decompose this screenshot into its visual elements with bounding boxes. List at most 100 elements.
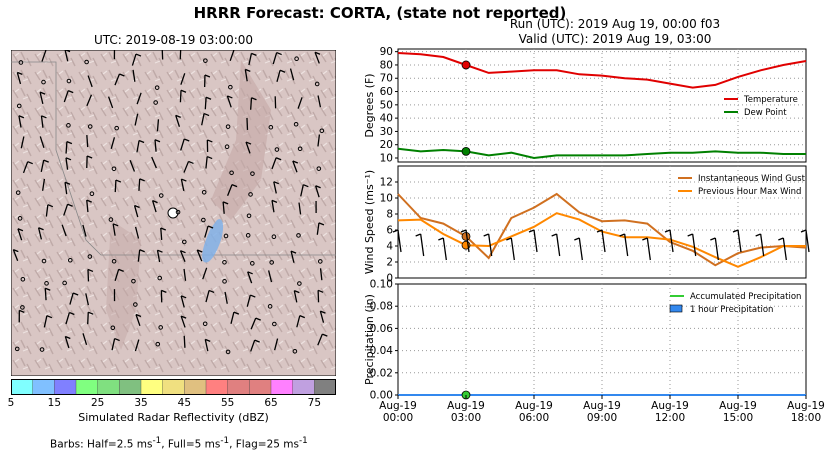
calm-wind-marker — [267, 304, 273, 309]
wind-barb — [578, 237, 583, 261]
wind-barb — [317, 333, 323, 346]
wind-barb-feather — [46, 315, 53, 319]
calm-wind-marker — [155, 341, 161, 347]
wind-barb-feather — [317, 289, 324, 293]
wind-barb-feather — [233, 311, 240, 315]
wind-barb — [244, 69, 248, 82]
wind-barb — [87, 75, 93, 88]
wind-barb — [180, 295, 185, 308]
wind-barb-feather — [88, 311, 94, 315]
calm-wind-marker — [39, 347, 45, 352]
barb-note-part-2: , Full=5 ms — [161, 438, 221, 451]
calm-wind-marker — [87, 124, 93, 129]
wind-barb-feather — [245, 141, 252, 145]
wind-barb-feather — [114, 337, 120, 342]
wind-barb — [131, 53, 137, 66]
wind-barb — [222, 201, 225, 214]
colorbar-tick-label: 5 — [7, 397, 15, 409]
wind-barb — [82, 224, 87, 237]
wind-barb-feather — [39, 91, 46, 95]
calm-wind-marker — [201, 217, 206, 223]
wind-barb-feather — [181, 178, 187, 182]
wind-barb-feather — [183, 138, 190, 142]
y-tick-label: 4 — [386, 241, 393, 253]
calm-wind-marker — [314, 81, 320, 87]
calm-wind-marker — [15, 190, 21, 195]
wind-barb — [44, 288, 47, 301]
wind-barb — [180, 315, 186, 328]
wind-barb-feather — [17, 228, 24, 232]
wind-barb — [293, 290, 298, 303]
wind-barb-feather — [180, 295, 187, 299]
wind-barb — [114, 180, 117, 193]
calm-wind-marker — [201, 189, 207, 195]
wind-barb-feather — [43, 159, 49, 163]
wind-barb-feather — [271, 199, 278, 204]
wind-barb-feather — [38, 227, 44, 231]
wind-barb — [156, 119, 160, 132]
barb-legend-note: Barbs: Half=2.5 ms-1, Full=5 ms-1, Flag=… — [50, 436, 308, 451]
calm-wind-marker — [296, 233, 301, 238]
x-tick-label-time: 12:00 — [655, 412, 685, 424]
colorbar-tick-label: 75 — [307, 397, 322, 409]
x-tick-label-time: 18:00 — [791, 412, 821, 424]
wind-barb-feather — [800, 229, 807, 233]
x-tick-label-date: Aug-19 — [719, 400, 757, 412]
wind-barb-feather — [204, 74, 211, 78]
wind-barb — [41, 50, 47, 62]
wind-barb — [271, 200, 275, 213]
wind-barb-feather — [180, 89, 187, 93]
y-tick-label: 90 — [380, 46, 393, 58]
wind-barb — [646, 237, 651, 261]
calm-wind-marker — [293, 121, 299, 127]
map-title: UTC: 2019-08-19 03:00:00 — [93, 33, 254, 47]
calm-wind-marker — [154, 85, 160, 90]
valid-line: Valid (UTC): 2019 Aug 19, 03:00 — [518, 32, 712, 46]
calm-wind-marker — [67, 257, 73, 263]
wind-barb — [760, 233, 765, 257]
calm-wind-marker — [20, 305, 25, 310]
colorbar-tick-label: 35 — [134, 397, 148, 409]
wind-barb-feather — [65, 335, 71, 340]
legend-label: 1 hour Precipitation — [690, 305, 773, 315]
wind-barb-feather — [188, 160, 194, 165]
x-tick-label-date: Aug-19 — [787, 400, 825, 412]
wind-barb — [37, 227, 43, 240]
wind-barb-feather — [86, 155, 93, 159]
wind-barb — [134, 113, 139, 126]
wind-barb-feather — [231, 184, 238, 188]
wind-barb-feather — [247, 271, 253, 275]
wind-barb — [224, 291, 228, 304]
lake-reflectivity — [202, 219, 224, 263]
calm-wind-marker — [222, 279, 227, 284]
wind-barb — [65, 141, 68, 154]
wind-barb — [183, 335, 186, 348]
calm-wind-marker — [246, 213, 252, 219]
wind-barb — [154, 139, 157, 152]
wind-barb-feather — [112, 223, 119, 227]
wind-barb — [179, 250, 186, 263]
calm-wind-marker — [84, 59, 89, 65]
wind-barb — [63, 204, 69, 216]
wind-barb — [151, 200, 157, 213]
legend-label: Previous Hour Max Wind — [698, 187, 801, 197]
wind-barb — [111, 338, 116, 351]
calm-wind-marker — [224, 144, 230, 149]
calm-wind-marker — [225, 124, 231, 129]
wind-barb — [397, 229, 402, 253]
wind-barb-feather — [139, 178, 145, 182]
wind-barb — [805, 229, 810, 253]
wind-barb-feather — [275, 157, 282, 161]
wind-barb — [17, 228, 23, 241]
y-axis-label: Wind Speed (ms⁻¹) — [363, 170, 376, 274]
wind-barb — [669, 229, 674, 253]
calm-wind-marker — [111, 166, 117, 172]
wind-barb-feather — [69, 311, 75, 316]
y-tick-label: 40 — [380, 113, 393, 125]
wind-barb — [22, 161, 29, 174]
x-tick-label-date: Aug-19 — [447, 400, 485, 412]
wind-barb — [112, 223, 116, 236]
wind-barb-feather — [67, 90, 74, 94]
x-axis: Aug-1900:00Aug-1903:00Aug-1906:00Aug-190… — [379, 395, 825, 424]
